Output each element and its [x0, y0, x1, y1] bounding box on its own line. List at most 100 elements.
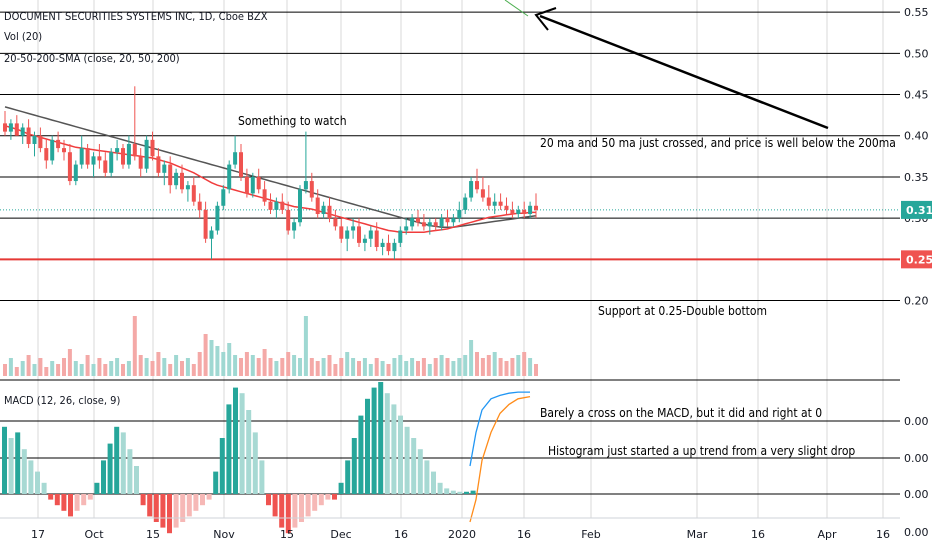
macd-tick-label: 0.00: [904, 488, 929, 501]
macd-histogram-bar: [193, 494, 199, 511]
candle-body: [203, 209, 208, 239]
candle-body: [451, 218, 456, 223]
volume-bar: [32, 364, 37, 376]
candle-body: [309, 181, 314, 198]
macd-histogram-bar: [61, 494, 67, 511]
candle-body: [3, 123, 7, 132]
candle-body: [463, 197, 468, 210]
candle-body: [274, 201, 279, 210]
candle-body: [103, 160, 108, 173]
candle-body: [97, 156, 102, 161]
volume-bar: [421, 358, 426, 376]
candle-body: [510, 209, 515, 215]
volume-bar: [50, 361, 55, 376]
candle-body: [439, 218, 444, 227]
x-tick-label: 17: [31, 528, 45, 541]
macd-histogram-bar: [68, 494, 73, 517]
volume-bar: [138, 355, 143, 376]
x-tick-label: 16: [876, 528, 890, 541]
macd-histogram-bar: [147, 494, 153, 517]
macd-histogram-bar: [470, 490, 476, 494]
volume-bar: [233, 355, 238, 376]
candle-body: [233, 152, 238, 165]
volume-bar: [162, 358, 167, 376]
candle-body: [50, 139, 55, 161]
annotation-arrow-head: [534, 7, 557, 31]
macd-histogram-bar: [444, 488, 450, 494]
sma-indicator-label: 20-50-200-SMA (close, 20, 50, 200): [4, 52, 180, 65]
price-tick-label: 0.35: [904, 171, 929, 184]
candle-body: [132, 143, 137, 157]
candle-body: [268, 201, 273, 210]
macd-histogram-bar: [391, 404, 397, 494]
volume-bar: [209, 340, 214, 376]
candle-body: [475, 181, 479, 190]
chart-title: DOCUMENT SECURITIES SYSTEMS INC, 1D, Cbo…: [4, 10, 268, 23]
macd-histogram-bar: [140, 494, 146, 506]
candle-body: [32, 135, 37, 144]
volume-bar: [262, 349, 267, 376]
macd-histogram-bar: [358, 415, 364, 494]
candle-body: [380, 242, 385, 247]
macd-histogram-bar: [279, 494, 285, 528]
macd-histogram-bar: [292, 494, 298, 528]
candle-body: [392, 242, 397, 252]
candle-body: [244, 176, 249, 194]
candle-body: [168, 164, 173, 186]
x-tick-label: 16: [517, 528, 531, 541]
volume-bar: [416, 361, 420, 376]
annotation-something-to-watch: Something to watch: [238, 114, 347, 128]
candle-body: [321, 205, 326, 215]
volume-bar: [121, 364, 125, 376]
volume-bar: [510, 358, 515, 376]
last-price-badge-label: 0.31: [906, 204, 932, 217]
volume-bar: [244, 352, 249, 376]
volume-bar: [91, 364, 96, 376]
volume-bar: [191, 364, 196, 376]
candle-body: [67, 152, 72, 182]
volume-bar: [174, 355, 179, 376]
volume-bar: [368, 364, 373, 376]
macd-histogram-bar: [127, 449, 133, 494]
volume-bar: [333, 364, 338, 376]
volume-bar: [103, 364, 108, 376]
volume-bar: [280, 358, 285, 376]
candle-body: [138, 156, 143, 169]
macd-histogram-bar: [48, 494, 54, 500]
macd-histogram-bar: [312, 494, 318, 511]
candle-body: [298, 189, 302, 223]
price-tick-label: 0.55: [904, 6, 929, 19]
candle-body: [292, 222, 297, 231]
volume-bar: [480, 358, 485, 376]
volume-bar: [132, 316, 137, 376]
volume-bar: [239, 358, 243, 376]
volume-bar: [445, 358, 450, 376]
volume-bar: [380, 361, 385, 376]
candle-body: [368, 230, 373, 239]
candle-body: [416, 218, 420, 223]
annotation-ma-cross: 20 ma and 50 ma just crossed, and price …: [540, 136, 896, 150]
macd-histogram-bar: [134, 466, 139, 494]
macd-histogram-bar: [41, 482, 47, 494]
x-tick-label: 16: [751, 528, 765, 541]
candle-body: [469, 181, 474, 198]
volume-bar: [268, 358, 273, 376]
x-tick-label: 15: [146, 528, 160, 541]
macd-histogram-bar: [206, 494, 212, 500]
candle-body: [180, 172, 184, 190]
volume-bar: [250, 355, 255, 376]
macd-histogram-bar: [200, 494, 205, 506]
candle-body: [79, 148, 84, 165]
volume-bar: [56, 364, 61, 376]
candle-body: [362, 238, 367, 243]
volume-bar: [286, 352, 291, 376]
price-tick-label: 0.20: [904, 295, 929, 308]
volume-bar: [97, 358, 102, 376]
candle-body: [126, 143, 131, 165]
volume-bar: [357, 361, 361, 376]
macd-histogram-bar: [371, 387, 377, 494]
macd-histogram-bar: [114, 426, 120, 494]
price-tick-label: 0.50: [904, 47, 929, 60]
macd-histogram-bar: [417, 449, 423, 494]
volume-bar: [309, 358, 314, 376]
